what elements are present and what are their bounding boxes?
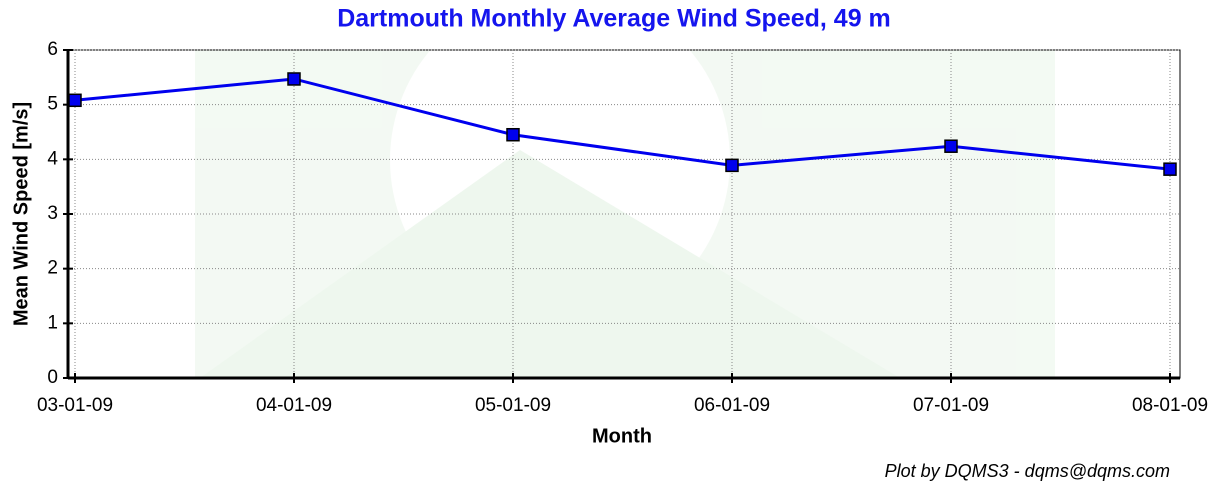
y-tick-label: 2	[47, 258, 58, 279]
y-axis-label: Mean Wind Speed [m/s]	[10, 102, 32, 326]
x-tick-label: 06-01-09	[694, 395, 770, 416]
line	[74, 77, 1171, 171]
marker	[1163, 162, 1177, 176]
marker	[725, 158, 739, 173]
y-tick-label: 5	[47, 94, 58, 115]
watermark	[195, 0, 1055, 378]
y-tick-label: 6	[47, 39, 58, 60]
y-tick-label: 3	[47, 203, 58, 224]
footer: Plot by DQMS3 - dqms@dqms.com	[885, 461, 1170, 481]
x-tick-label: 07-01-09	[913, 395, 989, 416]
marker	[944, 139, 958, 153]
y-tick-label: 0	[47, 367, 58, 388]
x-tick-label: 04-01-09	[256, 395, 332, 416]
x-tick-label: 03-01-09	[37, 395, 113, 416]
x-tick-label: 08-01-09	[1132, 395, 1208, 416]
marker	[287, 72, 301, 86]
marker	[68, 93, 82, 108]
y-tick-label: 4	[47, 148, 58, 169]
chart-title: Dartmouth Monthly Average Wind Speed, 49…	[337, 5, 891, 33]
x-axis-label: Month	[592, 425, 652, 447]
x-tick-label: 05-01-09	[475, 395, 551, 416]
y-tick-label: 1	[47, 312, 58, 333]
marker	[506, 127, 520, 142]
